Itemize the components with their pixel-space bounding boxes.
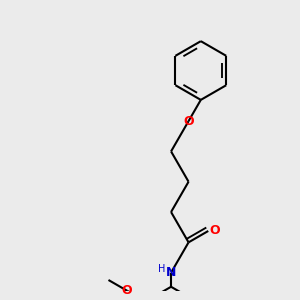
Text: O: O: [122, 284, 132, 297]
Text: N: N: [166, 266, 176, 279]
Text: O: O: [183, 115, 194, 128]
Text: O: O: [210, 224, 220, 238]
Text: H: H: [158, 264, 165, 274]
